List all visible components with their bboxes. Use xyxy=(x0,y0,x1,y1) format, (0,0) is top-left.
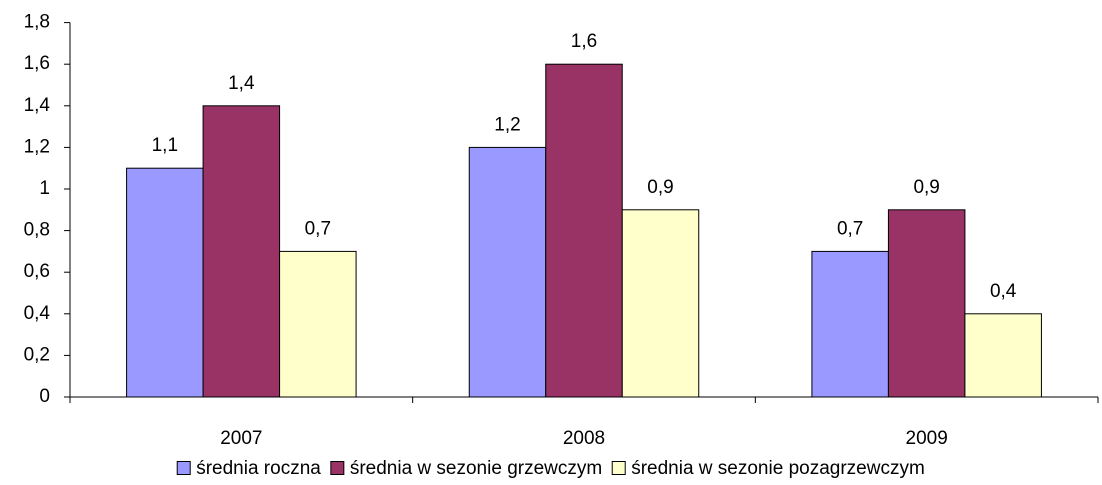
data-label: 1,4 xyxy=(228,73,255,94)
bar xyxy=(964,313,1042,398)
data-label: 0,7 xyxy=(305,218,331,239)
y-tick-label: 0,8 xyxy=(24,220,50,241)
legend-label: średnia w sezonie grzewczym xyxy=(350,458,602,479)
bar xyxy=(202,105,281,398)
data-label: 1,6 xyxy=(571,31,597,52)
y-tick-label: 1,4 xyxy=(24,95,51,116)
data-label: 0,7 xyxy=(837,218,863,239)
x-tick-label: 2007 xyxy=(220,428,262,449)
y-tick-label: 0,2 xyxy=(24,344,50,365)
y-tick-label: 1,8 xyxy=(24,12,50,33)
data-label: 1,2 xyxy=(494,114,520,135)
legend-label: średnia roczna xyxy=(196,458,321,479)
data-label: 0,9 xyxy=(647,177,673,198)
bar xyxy=(811,250,889,398)
legend-swatch xyxy=(330,461,345,475)
bar xyxy=(887,209,966,398)
legend-swatch xyxy=(176,461,191,475)
bar xyxy=(279,250,357,398)
bar xyxy=(545,63,623,398)
x-tick-label: 2008 xyxy=(563,428,605,449)
bar xyxy=(621,209,700,398)
y-tick-label: 0,6 xyxy=(24,261,50,282)
bar xyxy=(126,167,204,398)
y-tick-label: 1,2 xyxy=(24,136,50,157)
data-label: 0,9 xyxy=(913,177,939,198)
y-tick-label: 0,4 xyxy=(24,303,51,324)
y-tick-label: 1,6 xyxy=(24,53,50,74)
x-tick-label: 2009 xyxy=(906,428,948,449)
legend-label: średnia w sezonie pozagrzewczym xyxy=(631,458,925,479)
legend-swatch xyxy=(611,461,626,475)
y-tick-label: 0 xyxy=(39,386,50,407)
data-label: 1,1 xyxy=(152,135,178,156)
bar xyxy=(468,146,547,398)
y-tick-label: 1 xyxy=(39,178,50,199)
data-label: 0,4 xyxy=(990,281,1017,302)
